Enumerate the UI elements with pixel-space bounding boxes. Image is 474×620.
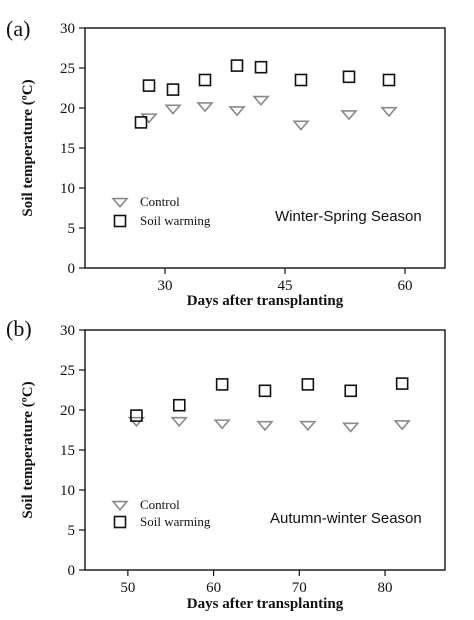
soil-warming-point bbox=[382, 73, 396, 87]
x-tick-label: 45 bbox=[278, 278, 293, 294]
soil-warming-point bbox=[230, 59, 244, 72]
x-tick-label: 70 bbox=[292, 580, 307, 596]
plot-frame bbox=[84, 27, 446, 269]
y-tick-label: 20 bbox=[60, 101, 75, 117]
control-point bbox=[341, 422, 360, 433]
y-tick-label: 0 bbox=[68, 563, 76, 579]
control-point bbox=[393, 420, 411, 431]
control-point bbox=[228, 106, 246, 117]
y-tick-label: 30 bbox=[60, 21, 75, 37]
y-tick-label: 0 bbox=[68, 261, 76, 277]
y-tick-label: 15 bbox=[60, 141, 75, 157]
control-point bbox=[252, 95, 270, 106]
control-point bbox=[299, 420, 317, 432]
y-tick-label: 5 bbox=[68, 221, 76, 237]
soil-warming-point bbox=[172, 398, 186, 412]
legend-label-control: Control bbox=[140, 194, 180, 209]
chart-panel-a: (a) 0 5 10 15 20 25 30 30 45 60 Days after transpla… bbox=[6, 16, 446, 309]
legend-label-control: Control bbox=[140, 497, 180, 512]
soil-warming-point bbox=[198, 73, 212, 87]
legend-control-marker bbox=[111, 500, 129, 511]
y-tick-label: 5 bbox=[68, 523, 76, 539]
legend-label-soil-warming: Soil warming bbox=[140, 213, 211, 228]
legend-soil-warming-marker bbox=[113, 214, 127, 228]
legend-label-soil-warming: Soil warming bbox=[140, 514, 211, 529]
control-point bbox=[170, 416, 189, 428]
chart-panel-b: (b) 0 5 10 15 20 25 30 50 60 70 80 Days after transp… bbox=[6, 316, 446, 612]
soil-warming-point bbox=[258, 384, 272, 398]
soil-warming-point bbox=[344, 384, 358, 398]
y-tick-label: 25 bbox=[60, 61, 75, 77]
soil-warming-point bbox=[301, 378, 315, 391]
y-tick-label: 15 bbox=[60, 443, 75, 459]
soil-warming-point bbox=[215, 378, 229, 391]
season-annotation: Autumn-winter Season bbox=[270, 510, 422, 527]
control-point bbox=[380, 106, 398, 118]
season-annotation: Winter-Spring Season bbox=[275, 208, 422, 225]
plot-frame bbox=[84, 329, 446, 571]
y-tick-label: 30 bbox=[60, 323, 75, 339]
x-tick-label: 60 bbox=[398, 278, 413, 294]
x-tick-label: 80 bbox=[378, 580, 393, 596]
panel-label: (a) bbox=[6, 16, 30, 41]
y-axis-title: Soil temperature (ºC) bbox=[20, 381, 36, 518]
series-soil-warming bbox=[130, 377, 409, 422]
legend-soil-warming-marker bbox=[113, 515, 127, 529]
control-point bbox=[213, 419, 231, 430]
x-tick-label: 50 bbox=[120, 580, 135, 596]
x-axis-title: Days after transplanting bbox=[187, 293, 344, 309]
control-point bbox=[164, 104, 182, 115]
y-tick-label: 20 bbox=[60, 403, 75, 419]
soil-warming-point bbox=[130, 409, 143, 422]
y-tick-label: 25 bbox=[60, 363, 75, 379]
control-point bbox=[256, 420, 274, 432]
soil-warming-point bbox=[342, 70, 356, 84]
soil-warming-point bbox=[254, 60, 268, 74]
series-control bbox=[140, 95, 398, 131]
x-tick-label: 30 bbox=[158, 278, 173, 294]
soil-warming-point bbox=[134, 116, 148, 129]
soil-warming-point bbox=[166, 83, 180, 96]
soil-warming-point bbox=[395, 377, 409, 390]
series-control bbox=[127, 416, 411, 433]
y-tick-label: 10 bbox=[60, 483, 75, 499]
soil-warming-point bbox=[294, 73, 308, 87]
panel-label: (b) bbox=[6, 316, 32, 341]
legend: Control Soil warming bbox=[111, 497, 211, 529]
series-soil-warming bbox=[134, 59, 396, 129]
x-tick-label: 60 bbox=[206, 580, 221, 596]
x-axis-title: Days after transplanting bbox=[187, 596, 344, 612]
y-axis-title: Soil temperature (ºC) bbox=[20, 79, 36, 216]
control-point bbox=[196, 102, 214, 113]
soil-warming-point bbox=[142, 79, 156, 92]
y-tick-label: 10 bbox=[60, 181, 75, 197]
control-point bbox=[340, 110, 358, 121]
legend: Control Soil warming bbox=[111, 194, 211, 228]
legend-control-marker bbox=[111, 197, 129, 208]
control-point bbox=[140, 113, 158, 124]
control-point bbox=[292, 120, 310, 131]
